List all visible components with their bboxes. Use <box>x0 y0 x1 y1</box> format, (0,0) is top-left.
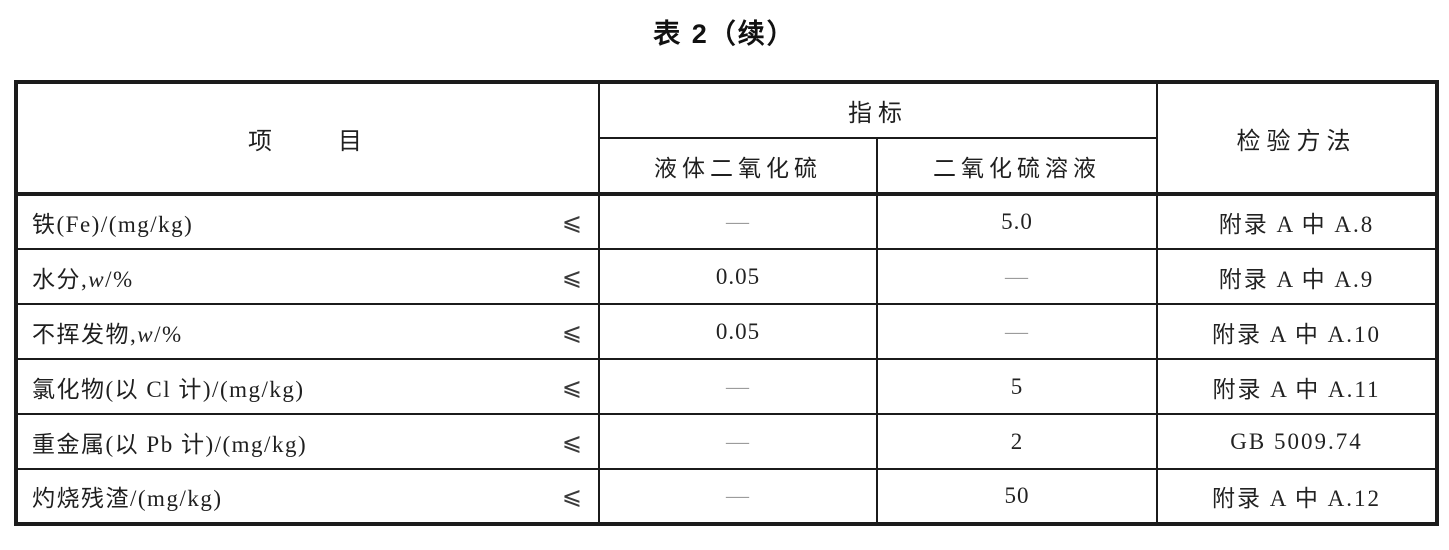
table-caption: 表 2（续） <box>653 19 796 49</box>
item-cell: 灼烧残渣/(mg/kg) ⩽ <box>15 468 600 525</box>
liquid-so2-value: — <box>598 468 878 525</box>
test-method-value: GB 5009.74 <box>1156 413 1438 470</box>
less-equal-sign: ⩽ <box>561 208 582 236</box>
col-header-item: 项 目 <box>15 81 600 195</box>
less-equal-sign: ⩽ <box>561 427 582 456</box>
col-header-method: 检验方法 <box>1156 81 1438 195</box>
so2-solution-value: 2 <box>876 413 1158 470</box>
test-method-value: 附录 A 中 A.10 <box>1156 303 1438 360</box>
table-row: 灼烧残渣/(mg/kg) ⩽ — 50 附录 A 中 A.12 <box>15 468 1438 525</box>
item-cell: 氯化物(以 Cl 计)/(mg/kg) ⩽ <box>15 358 600 415</box>
liquid-so2-value: — <box>598 413 878 470</box>
item-label: 水分,w/% <box>32 266 134 292</box>
liquid-so2-value: — <box>598 193 878 250</box>
so2-solution-value: 5.0 <box>876 193 1158 250</box>
table-row: 铁(Fe)/(mg/kg) ⩽ — 5.0 附录 A 中 A.8 <box>15 193 1438 250</box>
item-cell: 铁(Fe)/(mg/kg) ⩽ <box>15 193 600 250</box>
item-label: 氯化物(以 Cl 计)/(mg/kg) <box>32 376 305 402</box>
less-equal-sign: ⩽ <box>561 372 582 401</box>
item-label: 铁(Fe)/(mg/kg) <box>32 212 194 237</box>
item-label: 重金属(以 Pb 计)/(mg/kg) <box>32 431 308 457</box>
item-label: 不挥发物,w/% <box>32 321 183 347</box>
table-row: 不挥发物,w/% ⩽ 0.05 — 附录 A 中 A.10 <box>15 303 1438 360</box>
less-equal-sign: ⩽ <box>561 317 582 346</box>
test-method-value: 附录 A 中 A.9 <box>1156 248 1438 305</box>
item-cell: 不挥发物,w/% ⩽ <box>15 303 600 360</box>
less-equal-sign: ⩽ <box>561 482 582 510</box>
liquid-so2-value: 0.05 <box>598 248 878 305</box>
so2-solution-value: 5 <box>876 358 1158 415</box>
col-header-index: 指标 <box>598 81 1158 139</box>
test-method-value: 附录 A 中 A.12 <box>1156 468 1438 525</box>
table-row: 重金属(以 Pb 计)/(mg/kg) ⩽ — 2 GB 5009.74 <box>15 413 1438 470</box>
test-method-value: 附录 A 中 A.8 <box>1156 193 1438 250</box>
so2-solution-value: — <box>876 248 1158 305</box>
less-equal-sign: ⩽ <box>561 262 582 291</box>
col-header-so2-solution: 二氧化硫溶液 <box>876 137 1158 195</box>
item-cell: 水分,w/% ⩽ <box>15 248 600 305</box>
liquid-so2-value: — <box>598 358 878 415</box>
so2-solution-value: — <box>876 303 1158 360</box>
spec-table: 项 目 指标 检验方法 液体二氧化硫 二氧化硫溶液 铁(Fe)/(mg/kg) … <box>14 80 1439 526</box>
header-row-1: 项 目 指标 检验方法 <box>15 81 1438 195</box>
liquid-so2-value: 0.05 <box>598 303 878 360</box>
item-label: 灼烧残渣/(mg/kg) <box>32 486 223 511</box>
col-header-liquid-so2: 液体二氧化硫 <box>598 137 878 195</box>
header-row-2: 液体二氧化硫 二氧化硫溶液 <box>16 137 1437 195</box>
table-row: 氯化物(以 Cl 计)/(mg/kg) ⩽ — 5 附录 A 中 A.11 <box>15 358 1438 415</box>
so2-solution-value: 50 <box>876 468 1158 525</box>
item-cell: 重金属(以 Pb 计)/(mg/kg) ⩽ <box>15 413 600 470</box>
table-row: 水分,w/% ⩽ 0.05 — 附录 A 中 A.9 <box>15 248 1438 305</box>
test-method-value: 附录 A 中 A.11 <box>1156 358 1438 415</box>
